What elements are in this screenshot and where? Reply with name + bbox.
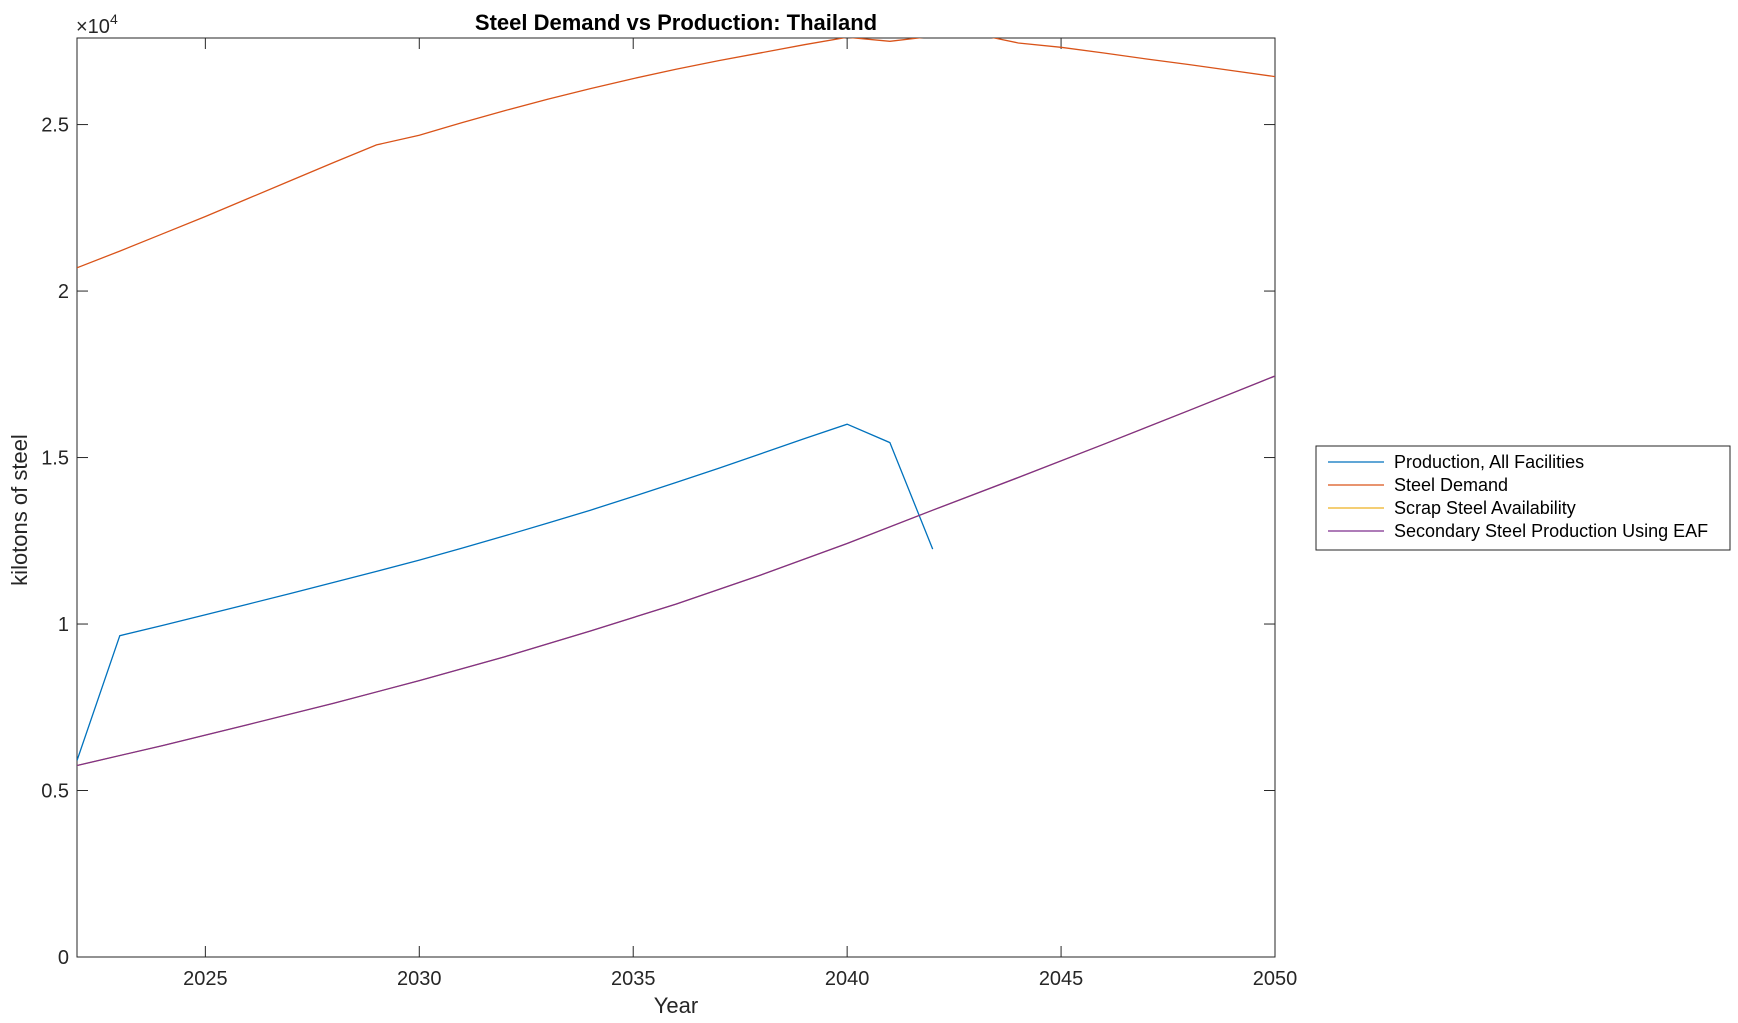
- x-tick-label: 2050: [1253, 968, 1298, 990]
- y-tick-label: 2.5: [41, 115, 69, 137]
- legend: Production, All Facilities Steel Demand Sc…: [1315, 445, 1731, 551]
- plot-box: [76, 37, 1276, 958]
- y-tick-label: 1.5: [41, 448, 69, 470]
- x-tick-label: 2030: [397, 968, 442, 990]
- y-tick-label: 1: [58, 614, 69, 636]
- y-axis-label: kilotons of steel: [7, 434, 32, 586]
- x-tick-label: 2040: [825, 968, 870, 990]
- x-tick-label: 2045: [1039, 968, 1084, 990]
- series-line-2: [77, 38, 1275, 269]
- plot-area: 2025 2030 2035 2040 2045 2050 0 0.5 1 1.5 2 2.5: [41, 37, 1298, 990]
- legend-box: [1315, 445, 1731, 551]
- series-line-1: [77, 423, 934, 761]
- y-axis-exponent: ×104: [76, 11, 118, 38]
- legend-entry: Scrap Steel Availability: [1394, 498, 1576, 518]
- legend-entry: Production, All Facilities: [1394, 452, 1584, 472]
- x-tick-label: 2035: [611, 968, 656, 990]
- y-tick-label: 2: [58, 281, 69, 303]
- chart-title: Steel Demand vs Production: Thailand: [475, 10, 877, 35]
- x-axis-label: Year: [654, 993, 698, 1018]
- series-line-4: [77, 375, 1275, 767]
- legend-entry: Secondary Steel Production Using EAF: [1394, 521, 1708, 541]
- y-tick-label: 0: [58, 947, 69, 969]
- y-axis-exponent-base: ×10: [76, 16, 110, 38]
- x-tick-label: 2025: [183, 968, 228, 990]
- y-tick-label: 0.5: [41, 781, 69, 803]
- legend-entry: Steel Demand: [1394, 475, 1508, 495]
- y-axis-exponent-power: 4: [110, 11, 118, 27]
